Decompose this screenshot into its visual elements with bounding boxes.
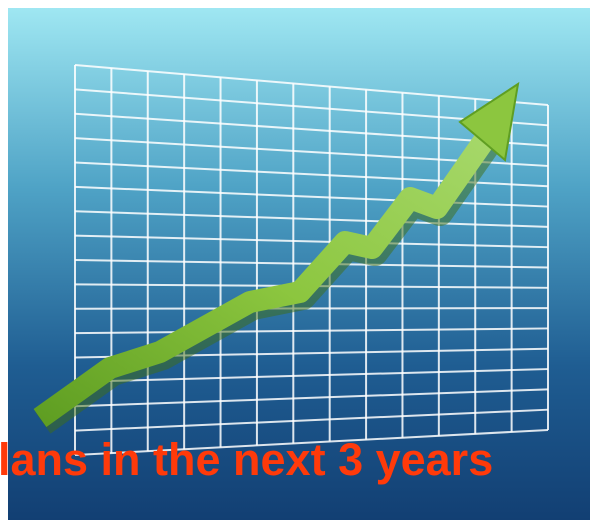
- grid-line: [74, 368, 549, 383]
- caption: lans in the next 3 years: [0, 434, 493, 485]
- grid-line: [74, 429, 549, 456]
- grid-line: [74, 307, 549, 310]
- grid-line: [74, 234, 549, 249]
- grid-line: [74, 408, 549, 432]
- arrow: [33, 81, 520, 434]
- grid-line: [74, 388, 549, 408]
- grid-line: [74, 327, 549, 335]
- grid-line: [74, 64, 549, 106]
- arrow-head: [458, 81, 520, 162]
- grid-line: [74, 185, 549, 208]
- arrow-body: [33, 128, 498, 427]
- grid-line: [74, 210, 549, 228]
- grid-line: [74, 112, 549, 147]
- grid: [74, 64, 549, 456]
